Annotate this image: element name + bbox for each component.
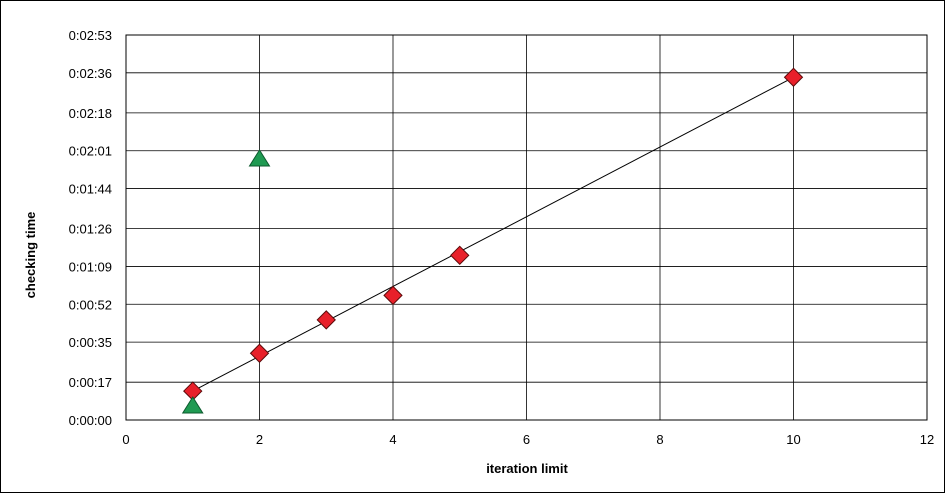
- x-tick-label: 12: [920, 432, 934, 447]
- y-tick-label: 0:00:52: [69, 297, 112, 312]
- trendline: [192, 76, 794, 392]
- x-tick-label: 8: [656, 432, 663, 447]
- trendline-group: [192, 76, 794, 392]
- y-tick-label: 0:00:35: [69, 335, 112, 350]
- x-axis-tick-labels: 0 2 4 6 8 10 12: [122, 432, 934, 447]
- y-tick-label: 0:02:36: [69, 66, 112, 81]
- diamond-point: [316, 310, 336, 330]
- x-tick-label: 4: [389, 432, 396, 447]
- y-tick-label: 0:02:01: [69, 144, 112, 159]
- y-tick-label: 0:02:18: [69, 106, 112, 121]
- y-axis-tick-labels: 0:00:00 0:00:17 0:00:35 0:00:52 0:01:09 0:01:…: [69, 28, 112, 428]
- diamond-point: [450, 245, 470, 266]
- y-tick-label: 0:01:26: [69, 222, 112, 237]
- diamond-point: [249, 343, 270, 363]
- x-tick-label: 2: [256, 432, 263, 447]
- diamond-point: [783, 67, 804, 87]
- triangle-point: [248, 149, 271, 167]
- triangle-point: [181, 396, 204, 414]
- x-tick-label: 6: [523, 432, 530, 447]
- y-axis-title: checking time: [23, 212, 38, 299]
- x-tick-label: 10: [786, 432, 800, 447]
- y-tick-label: 0:01:09: [69, 259, 112, 274]
- y-tick-label: 0:02:53: [69, 28, 112, 43]
- y-tick-label: 0:01:44: [69, 182, 112, 197]
- data-points: [181, 67, 804, 414]
- diamond-point: [383, 285, 403, 306]
- x-axis-title: iteration limit: [486, 461, 568, 476]
- y-tick-label: 0:00:17: [69, 375, 112, 390]
- y-tick-label: 0:00:00: [69, 413, 112, 428]
- x-tick-label: 0: [122, 432, 129, 447]
